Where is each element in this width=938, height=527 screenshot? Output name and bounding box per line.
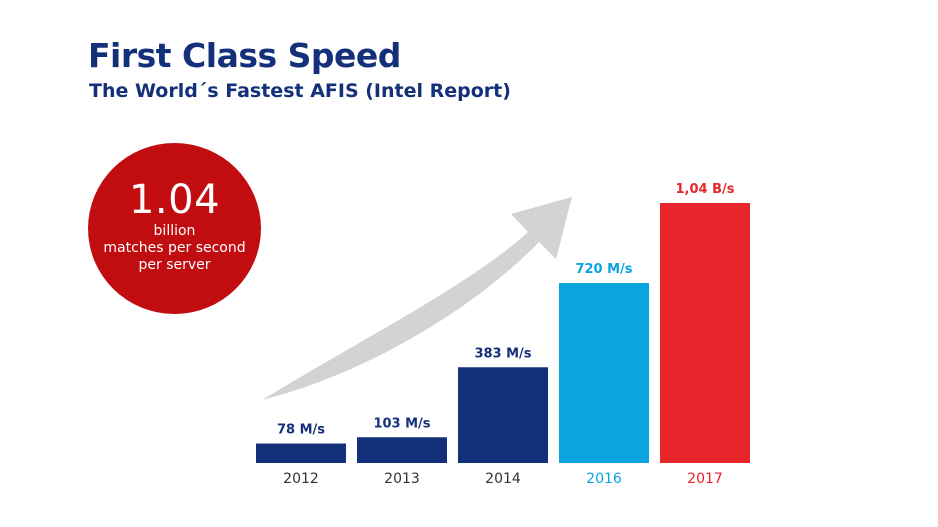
x-tick-label-2012: 2012 (283, 471, 319, 487)
x-tick-label-2014: 2014 (485, 471, 521, 487)
data-label-2012: 78 M/s (277, 423, 325, 438)
speed-badge: 1.04 billion matches per second per serv… (88, 143, 261, 314)
badge-value: 1.04 (128, 177, 221, 223)
page-title: First Class Speed (88, 36, 401, 75)
data-label-2017: 1,04 B/s (676, 182, 735, 197)
trend-arrow (262, 197, 572, 400)
data-label-2016: 720 M/s (575, 262, 632, 277)
bar-2013 (357, 437, 447, 463)
x-tick-label-2013: 2013 (384, 471, 420, 487)
badge-description: matches per second (103, 240, 246, 256)
data-label-2014: 383 M/s (474, 346, 531, 361)
data-label-2013: 103 M/s (373, 416, 430, 431)
bar-2014 (458, 367, 548, 463)
bar-2012 (256, 443, 346, 463)
badge-unit: billion (153, 223, 196, 239)
x-tick-label-2017: 2017 (687, 471, 723, 487)
bar-2016 (559, 283, 649, 463)
page-subtitle: The World´s Fastest AFIS (Intel Report) (89, 80, 511, 102)
bar-2017 (660, 203, 750, 463)
badge-scope: per server (138, 257, 211, 273)
x-tick-label-2016: 2016 (586, 471, 622, 487)
